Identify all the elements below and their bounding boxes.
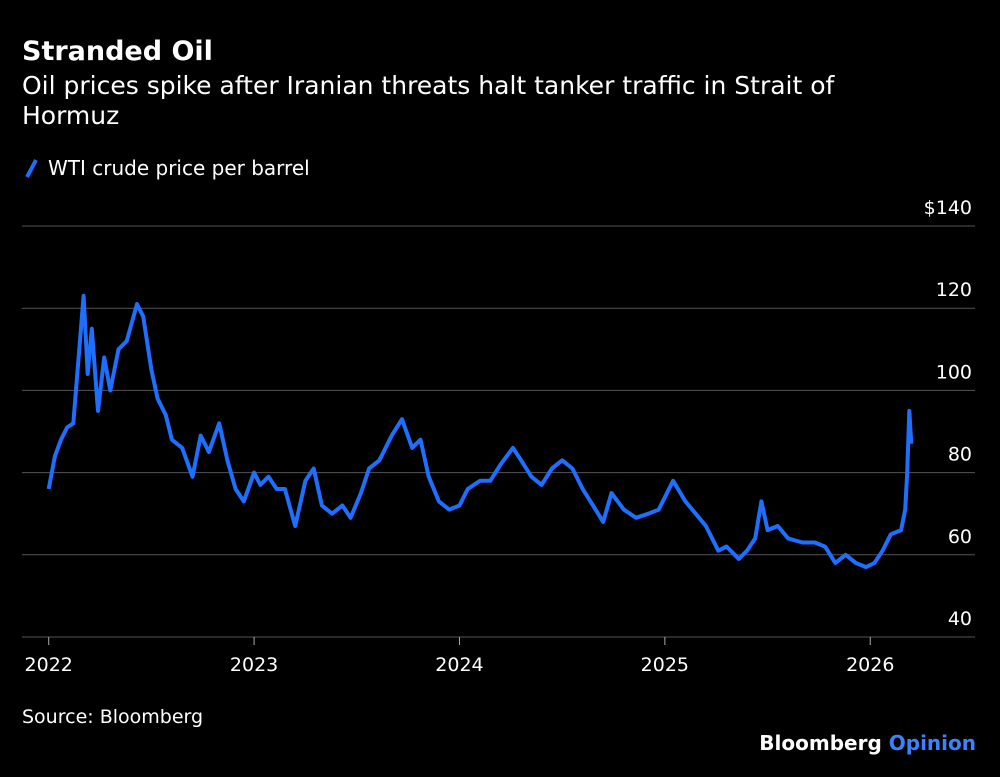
y-tick-label: $140 [924, 197, 972, 219]
legend-label: WTI crude price per barrel [48, 156, 310, 180]
chart-title: Stranded Oil [22, 36, 213, 67]
credit-brand: Bloomberg [759, 731, 881, 755]
subtitle-line: Hormuz [22, 101, 119, 130]
source: Source: Bloomberg [22, 706, 203, 728]
x-tick-label: 2024 [435, 654, 483, 676]
credit-suffix: Opinion [889, 731, 976, 755]
subtitle-line: Oil prices spike after Iranian threats h… [22, 71, 836, 100]
x-tick-label: 2022 [25, 654, 73, 676]
y-tick-label: 100 [936, 361, 972, 383]
credit: Bloomberg Opinion [759, 731, 976, 755]
line [46, 293, 914, 570]
chart-subtitle: Oil prices spike after Iranian threats h… [22, 71, 836, 130]
legend-swatch [25, 159, 38, 178]
y-tick-label: 40 [948, 608, 972, 630]
y-tick-label: 80 [948, 444, 972, 466]
x-tick-label: 2025 [641, 654, 689, 676]
x-tick-label: 2026 [846, 654, 894, 676]
y-tick-label: 60 [948, 526, 972, 548]
x-tick-label: 2023 [230, 654, 278, 676]
y-tick-label: 120 [936, 279, 972, 301]
